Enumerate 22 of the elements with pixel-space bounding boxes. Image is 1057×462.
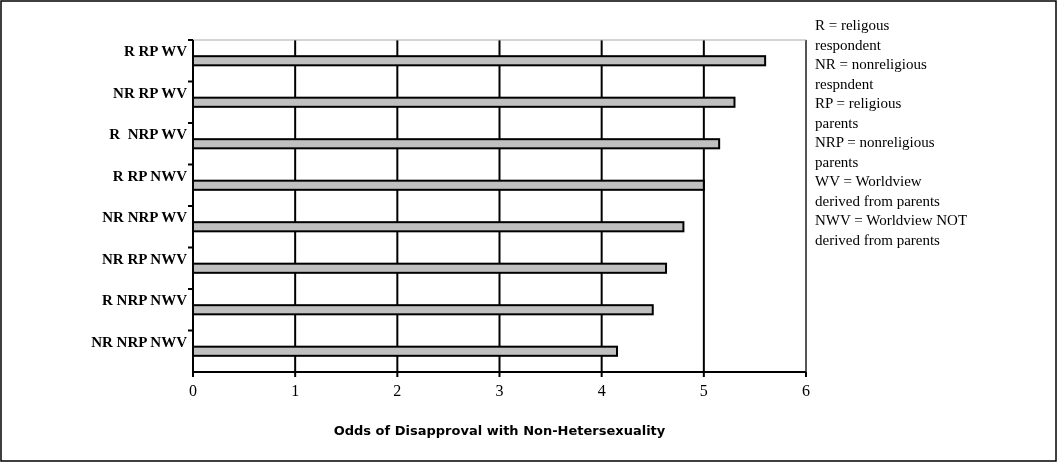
- text: NR = nonreligious respndent: [815, 56, 927, 92]
- y-tick-label: R NRP WV: [109, 126, 188, 143]
- text: WV = Worldview derived from parents: [815, 173, 941, 209]
- y-tick-label: R RP WV: [123, 43, 188, 60]
- text: NWV = Worldview NOT derived from parents: [815, 212, 968, 248]
- y-tick-label: R RP NWV: [112, 167, 188, 184]
- y-tick-label: NR NRP NWV: [91, 333, 188, 350]
- x-tick-label: 2: [393, 382, 402, 399]
- text: NRP = nonreligious parents: [815, 134, 935, 170]
- x-tick-label: 1: [291, 382, 300, 399]
- x-tick-label: 3: [495, 382, 504, 399]
- x-tick-label: 0: [189, 382, 197, 399]
- x-tick-label: 5: [699, 382, 708, 399]
- text: R = religous respondent: [815, 17, 890, 53]
- y-tick-label: NR RP WV: [113, 84, 188, 101]
- x-axis-title: Odds of Disapproval with Non-Hetersexuality: [333, 423, 666, 438]
- y-tick-label: NR NRP WV: [102, 209, 188, 226]
- x-tick-label: 6: [802, 382, 810, 399]
- y-tick-label: R NRP NWV: [102, 292, 188, 309]
- y-tick-label: NR RP NWV: [102, 250, 188, 267]
- text: RP = religious parents: [815, 95, 902, 131]
- x-tick-label: 4: [597, 382, 606, 399]
